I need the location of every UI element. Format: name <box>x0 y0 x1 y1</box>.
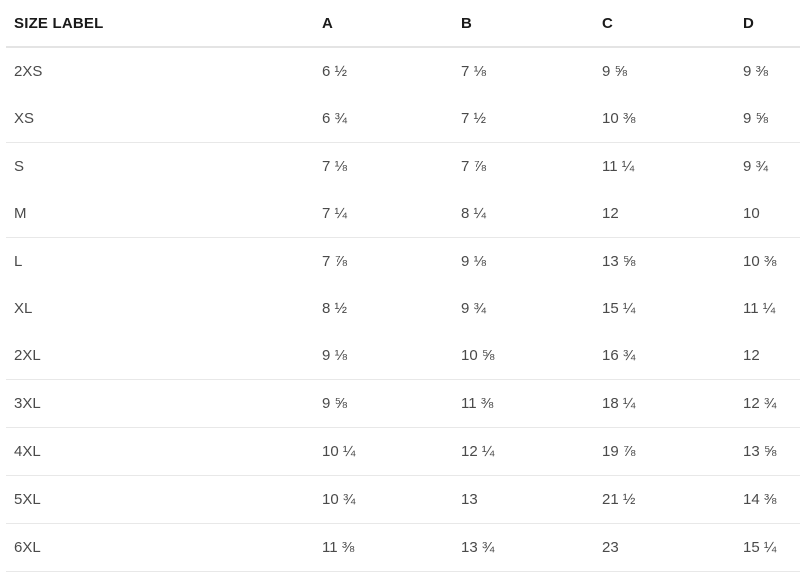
cell-a: 8 ½ <box>322 300 348 317</box>
header-a: A <box>314 0 453 48</box>
cell-size: 3XL <box>6 379 314 428</box>
table-row: 4XL 10 ¼ 12 ¼ 19 ⅞ 13 ⅝ <box>6 427 800 476</box>
cell-b: 9 ⅛ <box>461 253 487 270</box>
table-row: M 7 ¼ 8 ¼ 12 10 <box>6 190 800 238</box>
cell-size: XL <box>14 300 33 317</box>
header-d: D <box>735 0 800 48</box>
cell-b: 7 ⅞ <box>461 158 487 175</box>
table-row: 2XS 6 ½ 7 ⅛ 9 ⅝ 9 ⅜ <box>6 47 800 95</box>
cell-d: 11 ¼ <box>743 300 776 317</box>
cell-a: 6 ¾ <box>314 95 453 143</box>
table-header: SIZE LABEL A B C D <box>6 0 800 48</box>
cell-d: 9 ⅝ <box>735 95 800 143</box>
cell-c: 16 ¾ <box>594 332 735 380</box>
cell-size: 2XS <box>14 63 43 80</box>
header-c: C <box>594 0 735 48</box>
cell-size: 6XL <box>6 523 314 572</box>
cell-a: 11 ⅜ <box>314 523 453 572</box>
cell-b: 11 ⅜ <box>453 379 594 428</box>
cell-a: 7 ¼ <box>314 190 453 238</box>
table-row: S 7 ⅛ 7 ⅞ 11 ¼ 9 ¾ <box>6 143 800 191</box>
size-chart-table: SIZE LABEL A B C D 2XS 6 ½ 7 ⅛ 9 ⅝ 9 ⅜ X… <box>6 0 800 572</box>
cell-b: 8 ¼ <box>453 190 594 238</box>
cell-b: 10 ⅝ <box>453 332 594 380</box>
cell-c: 13 ⅝ <box>602 253 636 270</box>
cell-b: 7 ½ <box>453 95 594 143</box>
table-row: XL 8 ½ 9 ¾ 15 ¼ 11 ¼ <box>6 285 800 332</box>
cell-d: 10 <box>735 190 800 238</box>
table-row: 5XL 10 ¾ 13 21 ½ 14 ⅜ <box>6 475 800 524</box>
cell-a: 7 ⅛ <box>322 158 348 175</box>
cell-a: 7 ⅞ <box>322 253 348 270</box>
table-body: 2XS 6 ½ 7 ⅛ 9 ⅝ 9 ⅜ XS 6 ¾ 7 ½ 10 ⅜ 9 ⅝ … <box>6 47 800 572</box>
cell-c: 9 ⅝ <box>602 63 628 80</box>
cell-a: 10 ¼ <box>314 427 453 476</box>
table-row: XS 6 ¾ 7 ½ 10 ⅜ 9 ⅝ <box>6 95 800 143</box>
cell-d: 9 ¾ <box>743 158 769 175</box>
cell-size: 5XL <box>6 475 314 524</box>
header-row: SIZE LABEL A B C D <box>6 0 800 48</box>
cell-d: 9 ⅜ <box>743 63 769 80</box>
cell-a: 10 ¾ <box>314 475 453 524</box>
cell-size: 2XL <box>6 332 314 380</box>
cell-d: 12 ¾ <box>735 379 800 428</box>
cell-b: 13 <box>453 475 594 524</box>
cell-d: 12 <box>735 332 800 380</box>
cell-c: 18 ¼ <box>594 379 735 428</box>
cell-c: 19 ⅞ <box>594 427 735 476</box>
cell-size: 4XL <box>6 427 314 476</box>
cell-b: 9 ¾ <box>461 300 487 317</box>
table-row: 2XL 9 ⅛ 10 ⅝ 16 ¾ 12 <box>6 332 800 380</box>
header-size-label: SIZE LABEL <box>6 0 314 48</box>
cell-c: 15 ¼ <box>602 300 636 317</box>
cell-c: 12 <box>594 190 735 238</box>
cell-a: 9 ⅝ <box>314 379 453 428</box>
cell-size: L <box>14 253 23 270</box>
cell-a: 9 ⅛ <box>314 332 453 380</box>
cell-d: 13 ⅝ <box>735 427 800 476</box>
cell-b: 7 ⅛ <box>461 63 487 80</box>
table-row: 6XL 11 ⅜ 13 ¾ 23 15 ¼ <box>6 523 800 572</box>
cell-size: XS <box>6 95 314 143</box>
cell-size: S <box>14 158 25 175</box>
cell-a: 6 ½ <box>322 63 348 80</box>
cell-c: 21 ½ <box>594 475 735 524</box>
cell-c: 10 ⅜ <box>594 95 735 143</box>
table-row: L 7 ⅞ 9 ⅛ 13 ⅝ 10 ⅜ <box>6 238 800 286</box>
cell-c: 23 <box>594 523 735 572</box>
cell-d: 10 ⅜ <box>743 253 777 270</box>
cell-b: 12 ¼ <box>453 427 594 476</box>
cell-size: M <box>6 190 314 238</box>
cell-d: 14 ⅜ <box>735 475 800 524</box>
cell-b: 13 ¾ <box>453 523 594 572</box>
table-row: 3XL 9 ⅝ 11 ⅜ 18 ¼ 12 ¾ <box>6 379 800 428</box>
header-b: B <box>453 0 594 48</box>
cell-d: 15 ¼ <box>735 523 800 572</box>
cell-c: 11 ¼ <box>602 158 635 175</box>
